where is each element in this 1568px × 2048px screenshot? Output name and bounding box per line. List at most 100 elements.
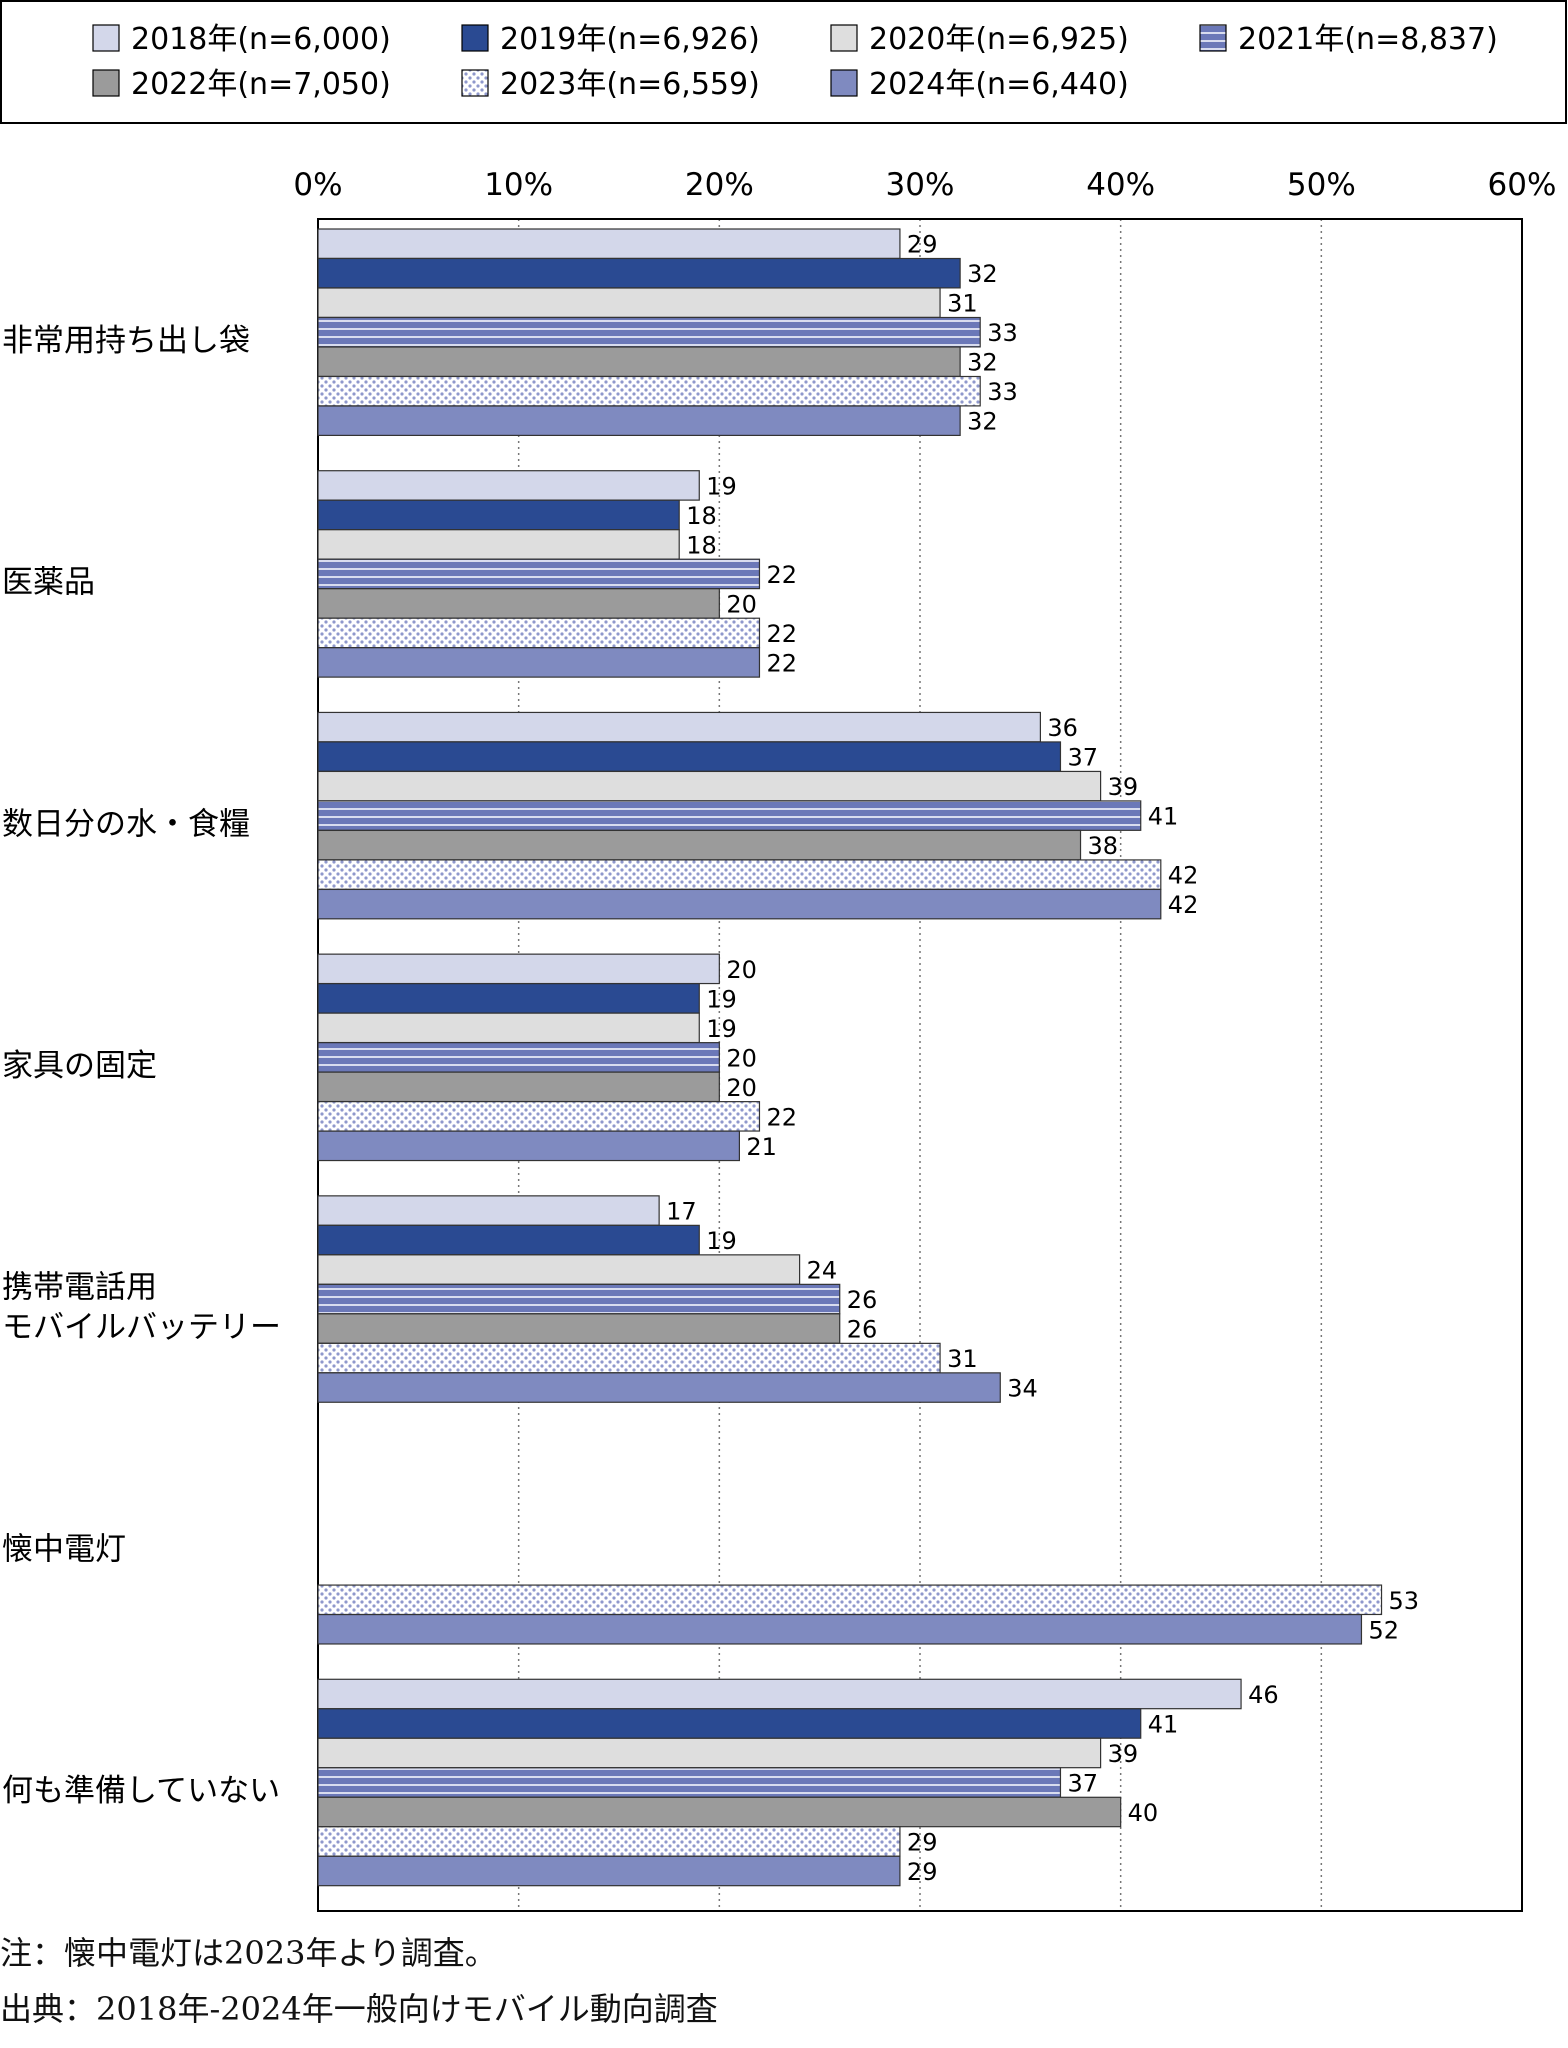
value-label: 26 (847, 1316, 878, 1344)
value-label: 20 (726, 956, 757, 984)
bar (317, 257, 961, 289)
bar (317, 647, 761, 678)
value-label: 41 (1148, 1710, 1179, 1738)
category-label: 医薬品 (2, 565, 95, 601)
bar (317, 405, 961, 436)
value-label: 24 (807, 1257, 838, 1285)
bar (317, 983, 700, 1014)
bar (317, 558, 761, 590)
x-tick-label: 60% (1488, 167, 1557, 203)
value-label: 52 (1368, 1616, 1399, 1644)
value-label: 32 (967, 349, 998, 377)
category-label: 非常用持ち出し袋 (2, 323, 250, 359)
bar (317, 1613, 1363, 1645)
value-label: 19 (706, 472, 737, 500)
value-label: 22 (766, 649, 797, 677)
bar (317, 1584, 1383, 1616)
value-label: 31 (947, 1345, 978, 1373)
bars (317, 228, 1383, 1887)
legend-label: 2020年(n=6,925) (869, 22, 1129, 57)
legend-box (0, 0, 1567, 124)
value-label: 39 (1108, 1740, 1139, 1768)
value-label: 19 (706, 985, 737, 1013)
footnote: 注：懐中電灯は2023年より調査。 (0, 1934, 497, 1972)
bar (317, 1283, 841, 1315)
value-label: 34 (1007, 1375, 1038, 1403)
category-label: 数日分の水・食糧 (2, 806, 250, 842)
bar (317, 1796, 1122, 1828)
bar (317, 1737, 1102, 1769)
bar (317, 800, 1142, 831)
value-labels: 2932313332333219181822202222363739413842… (666, 231, 1419, 1886)
value-label: 29 (907, 231, 938, 259)
category-label: モバイルバッテリー (2, 1310, 281, 1346)
category-label: 何も準備していない (2, 1773, 280, 1809)
value-label: 18 (686, 531, 717, 559)
value-label: 37 (1067, 1769, 1098, 1797)
value-label: 26 (847, 1286, 878, 1314)
bar (317, 1195, 660, 1226)
value-label: 38 (1088, 832, 1119, 860)
value-label: 46 (1248, 1681, 1279, 1709)
legend-label: 2024年(n=6,440) (869, 67, 1129, 102)
legend-label: 2021年(n=8,837) (1238, 22, 1498, 57)
value-label: 40 (1128, 1799, 1159, 1827)
bar (317, 741, 1062, 772)
bar (317, 346, 961, 377)
legend-label: 2018年(n=6,000) (131, 22, 391, 57)
legend-label: 2019年(n=6,926) (500, 22, 760, 57)
legend-swatch (461, 69, 489, 97)
value-label: 20 (726, 590, 757, 618)
value-label: 22 (766, 620, 797, 648)
bar (317, 316, 981, 348)
value-label: 22 (766, 1103, 797, 1131)
category-label: 懐中電灯 (2, 1531, 126, 1567)
category-labels: 非常用持ち出し袋医薬品数日分の水・食糧家具の固定携帯電話用モバイルバッテリー懐中… (2, 323, 281, 1809)
legend-swatch (461, 24, 489, 52)
bar (317, 1130, 740, 1162)
legend-label: 2023年(n=6,559) (500, 67, 760, 102)
bar (317, 1101, 761, 1132)
x-tick-label: 0% (293, 167, 342, 203)
value-label: 19 (706, 1015, 737, 1043)
bar (317, 1254, 801, 1285)
bar (317, 1224, 700, 1256)
legend-swatch (830, 69, 858, 97)
bar (317, 888, 1162, 920)
value-label: 53 (1389, 1587, 1420, 1615)
value-label: 36 (1047, 714, 1078, 742)
bar (317, 1313, 841, 1344)
legend-swatch (1199, 24, 1227, 52)
value-label: 18 (686, 502, 717, 530)
bar (317, 287, 941, 318)
bar (317, 770, 1102, 802)
value-label: 21 (746, 1133, 777, 1161)
bar (317, 1708, 1142, 1739)
value-label: 33 (987, 378, 1018, 406)
bar (317, 1071, 720, 1103)
value-label: 22 (766, 561, 797, 589)
legend-swatch (92, 69, 120, 97)
value-label: 42 (1168, 862, 1199, 890)
bar (317, 470, 700, 501)
x-tick-label: 10% (484, 167, 553, 203)
bar (317, 829, 1082, 861)
bar (317, 588, 720, 619)
value-label: 31 (947, 290, 978, 318)
bar (317, 1826, 901, 1857)
bar (317, 529, 680, 560)
x-tick-label: 50% (1287, 167, 1356, 203)
value-label: 29 (907, 1828, 938, 1856)
legend: 2018年(n=6,000) 2019年(n=6,926) 2020年(n=6,92… (92, 22, 1498, 102)
bar (317, 1012, 700, 1044)
value-label: 42 (1168, 891, 1199, 919)
value-label: 32 (967, 260, 998, 288)
bar (317, 953, 720, 985)
bar (317, 1855, 901, 1887)
bar (317, 711, 1042, 743)
category-label: 家具の固定 (2, 1048, 157, 1084)
value-label: 17 (666, 1198, 697, 1226)
category-label: 携帯電話用 (2, 1270, 157, 1306)
value-label: 32 (967, 408, 998, 436)
